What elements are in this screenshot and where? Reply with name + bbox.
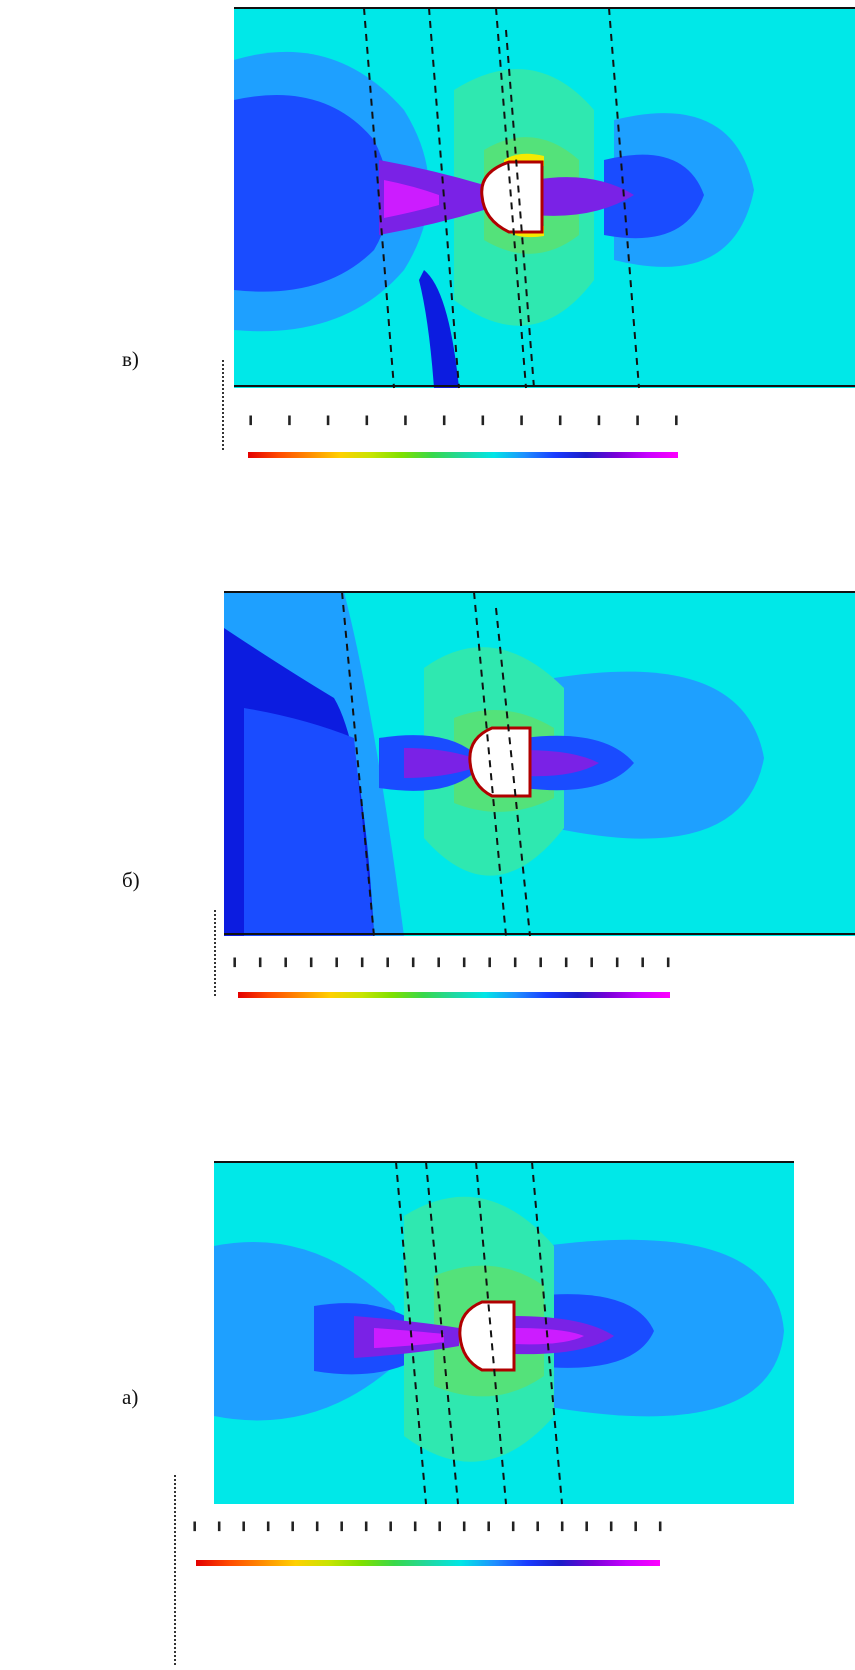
tick: ▮: [314, 1518, 321, 1536]
tick: ▮: [241, 1518, 247, 1536]
contour-plot-v: [234, 7, 855, 389]
tick: ▮: [512, 954, 519, 972]
tick: ▮: [412, 1518, 419, 1536]
tick: ▮: [283, 954, 289, 972]
tick: ▮: [410, 954, 417, 972]
scale-ticks-v: ▮ ▮ ▮ ▮ ▮ ▮ ▮ ▮ ▮ ▮ ▮ ▮: [248, 412, 679, 430]
tick: ▮: [518, 412, 525, 430]
tick: ▮: [584, 1518, 590, 1536]
contour-plot-a: [214, 1161, 794, 1505]
tick: ▮: [441, 412, 447, 430]
tick: ▮: [673, 412, 680, 430]
tick: ▮: [608, 1518, 615, 1536]
tick: ▮: [614, 954, 621, 972]
tick: ▮: [559, 1518, 566, 1536]
panel-label-v: в): [122, 347, 139, 371]
scale-ticks-a: ▮ ▮ ▮ ▮ ▮ ▮ ▮ ▮ ▮ ▮ ▮ ▮ ▮ ▮ ▮ ▮ ▮ ▮ ▮ ▮: [192, 1518, 663, 1536]
tick: ▮: [402, 412, 409, 430]
tick: ▮: [216, 1518, 223, 1536]
tick: ▮: [535, 1518, 541, 1536]
tick: ▮: [589, 954, 595, 972]
panel-label-b: б): [122, 868, 140, 892]
tick: ▮: [596, 412, 602, 430]
scale-label-b: [214, 910, 222, 996]
scale-ticks-b: ▮ ▮ ▮ ▮ ▮ ▮ ▮ ▮ ▮ ▮ ▮ ▮ ▮ ▮ ▮ ▮ ▮ ▮: [232, 954, 671, 972]
tick: ▮: [487, 954, 493, 972]
tick: ▮: [192, 1518, 198, 1536]
tick: ▮: [461, 954, 468, 972]
tick: ▮: [339, 1518, 345, 1536]
tick: ▮: [461, 1518, 468, 1536]
tick: ▮: [385, 954, 391, 972]
scale-label-v: [222, 360, 230, 450]
tick: ▮: [248, 412, 254, 430]
tick: ▮: [633, 1518, 639, 1536]
tick: ▮: [325, 412, 331, 430]
tick: ▮: [334, 954, 340, 972]
tick: ▮: [257, 954, 264, 972]
tick: ▮: [359, 954, 366, 972]
tick: ▮: [634, 412, 641, 430]
tick: ▮: [538, 954, 544, 972]
tick: ▮: [557, 412, 564, 430]
tick: ▮: [563, 954, 570, 972]
tick: ▮: [364, 412, 370, 430]
tick: ▮: [286, 412, 293, 430]
tick: ▮: [388, 1518, 394, 1536]
tick: ▮: [232, 954, 238, 972]
tick: ▮: [665, 954, 672, 972]
tick: ▮: [265, 1518, 272, 1536]
tick: ▮: [657, 1518, 664, 1536]
color-scale-bar-b: [238, 992, 670, 998]
tick: ▮: [486, 1518, 492, 1536]
color-scale-bar-v: [248, 452, 678, 458]
tick: ▮: [436, 954, 442, 972]
tick: ▮: [510, 1518, 517, 1536]
tick: ▮: [437, 1518, 443, 1536]
color-scale-bar-a: [196, 1560, 660, 1566]
tick: ▮: [363, 1518, 370, 1536]
tick: ▮: [308, 954, 315, 972]
panel-label-a: а): [122, 1385, 139, 1409]
scale-label-a: [174, 1475, 182, 1665]
contour-plot-b: [224, 591, 855, 937]
tick: ▮: [290, 1518, 296, 1536]
tick: ▮: [640, 954, 646, 972]
tick: ▮: [480, 412, 486, 430]
